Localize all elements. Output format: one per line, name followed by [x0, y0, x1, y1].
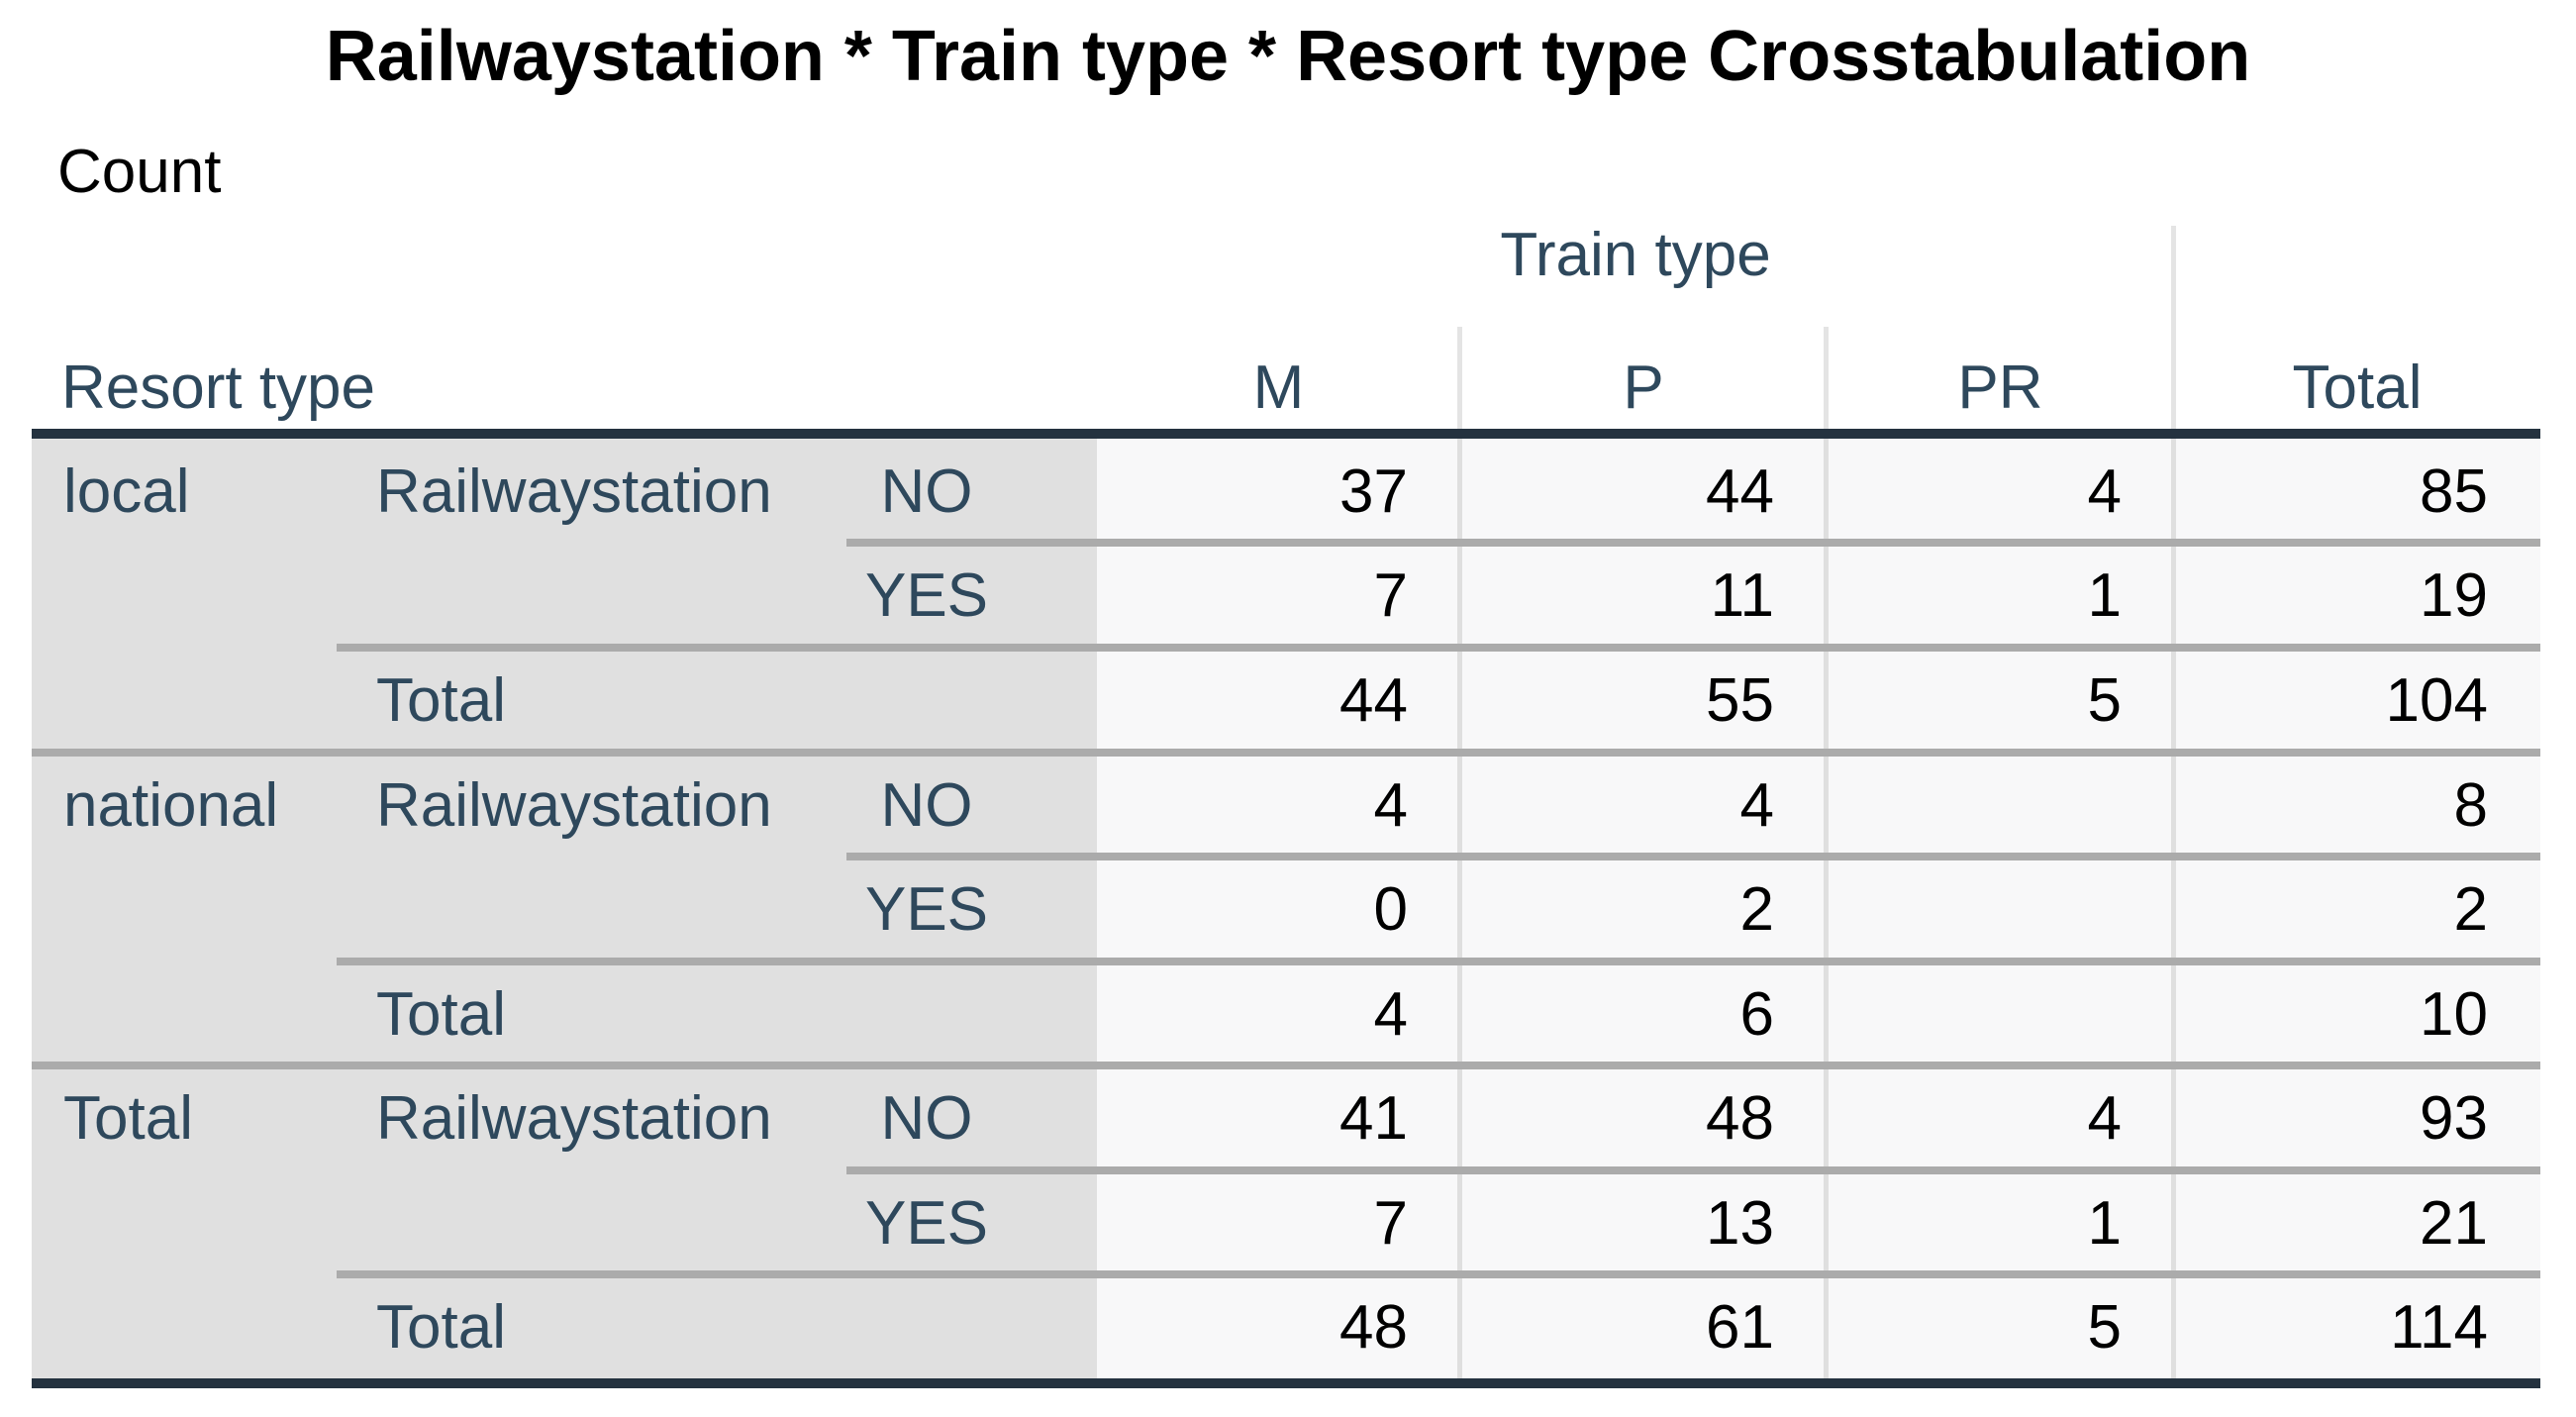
cell-total: 104: [2385, 665, 2488, 735]
table-title: Railwaystation * Train type * Resort typ…: [325, 17, 2251, 96]
cell-total: 114: [2390, 1292, 2488, 1362]
category-label: YES: [864, 560, 989, 630]
body-divider-m-p: [1457, 439, 1462, 1378]
table-row-grand-total: Total 48 61 5 114: [32, 1274, 2540, 1379]
data-area-background: [1097, 439, 2540, 1378]
header-divider-m-p: [1457, 327, 1462, 439]
table-row-national-yes: YES 0 2 2: [32, 857, 2540, 962]
cell-pr: 1: [2087, 560, 2122, 630]
cell-pr: 5: [2087, 1292, 2122, 1362]
railwaystation-label: Railwaystation: [376, 1083, 772, 1153]
railwaystation-label: Railwaystation: [376, 770, 772, 840]
cell-pr: [1827, 962, 2174, 1066]
cell-p: 44: [1706, 456, 1774, 526]
column-header-pr: PR: [1957, 354, 2043, 422]
cell-m: 4: [1373, 979, 1408, 1049]
row-label-background: [32, 439, 1097, 1378]
body-divider-pr-total: [2171, 439, 2176, 1378]
cell-total: 21: [2420, 1188, 2488, 1258]
cell-m: 48: [1339, 1292, 1408, 1362]
row-separator: [337, 1270, 2540, 1278]
railwaystation-label: Railwaystation: [376, 456, 772, 526]
cell-total: 2: [2453, 874, 2488, 944]
header-bottom-border: [32, 429, 2540, 439]
header-divider-p-pr: [1824, 327, 1829, 439]
table-row-local-total: Total 44 55 5 104: [32, 648, 2540, 753]
cell-m: 7: [1373, 1188, 1408, 1258]
resort-label: national: [63, 770, 279, 840]
cell-p: 13: [1706, 1188, 1774, 1258]
cell-p: 6: [1739, 979, 1774, 1049]
cell-pr: [1827, 753, 2174, 858]
cell-pr: 4: [2087, 1083, 2122, 1153]
table-row-total-no: Total Railwaystation NO 41 48 4 93: [32, 1065, 2540, 1170]
category-label: NO: [880, 770, 973, 840]
cell-m: 37: [1339, 456, 1408, 526]
row-separator: [846, 853, 2540, 860]
cell-pr: 1: [2087, 1188, 2122, 1258]
cell-m: 7: [1373, 560, 1408, 630]
table-bottom-border: [32, 1378, 2540, 1388]
section-separator: [32, 1062, 2540, 1069]
row-dimension-header: Resort type: [61, 354, 376, 422]
column-header-m: M: [1252, 354, 1305, 422]
column-header-total: Total: [2292, 354, 2423, 422]
cell-pr: [1827, 857, 2174, 962]
category-label: NO: [880, 1083, 973, 1153]
resort-label: Total: [63, 1083, 193, 1153]
category-label: YES: [864, 874, 989, 944]
row-separator: [846, 539, 2540, 547]
cell-p: 55: [1706, 665, 1774, 735]
header-divider-pr-total: [2171, 226, 2176, 439]
cell-p: 48: [1706, 1083, 1774, 1153]
cell-pr: 5: [2087, 665, 2122, 735]
cell-m: 41: [1339, 1083, 1408, 1153]
row-separator: [337, 958, 2540, 965]
category-label: NO: [880, 456, 973, 526]
cell-total: 85: [2420, 456, 2488, 526]
cell-p: 2: [1739, 874, 1774, 944]
section-total-label: Total: [376, 665, 506, 735]
cell-m: 4: [1373, 770, 1408, 840]
section-total-label: Total: [376, 979, 506, 1049]
cell-pr: 4: [2087, 456, 2122, 526]
cell-m: 44: [1339, 665, 1408, 735]
body-divider-p-pr: [1824, 439, 1829, 1378]
grand-total-label: Total: [376, 1292, 506, 1362]
section-separator: [32, 749, 2540, 757]
table-row-national-no: national Railwaystation NO 4 4 8: [32, 753, 2540, 858]
cell-total: 10: [2420, 979, 2488, 1049]
cell-p: 4: [1739, 770, 1774, 840]
cell-m: 0: [1373, 874, 1408, 944]
table-row-total-yes: YES 7 13 1 21: [32, 1170, 2540, 1275]
column-group-header: Train type: [1500, 221, 1771, 289]
resort-label: local: [63, 456, 190, 526]
table-row-national-total: Total 4 6 10: [32, 962, 2540, 1066]
table-row-local-yes: YES 7 11 1 19: [32, 543, 2540, 648]
row-separator: [337, 644, 2540, 652]
category-label: YES: [864, 1188, 989, 1258]
cell-p: 11: [1710, 560, 1774, 630]
column-header-p: P: [1623, 354, 1664, 422]
row-separator: [846, 1166, 2540, 1174]
cell-p: 61: [1706, 1292, 1774, 1362]
count-layer-label: Count: [57, 138, 222, 206]
cell-total: 19: [2420, 560, 2488, 630]
cell-total: 8: [2453, 770, 2488, 840]
table-row-local-no: local Railwaystation NO 37 44 4 85: [32, 439, 2540, 544]
cell-total: 93: [2420, 1083, 2488, 1153]
